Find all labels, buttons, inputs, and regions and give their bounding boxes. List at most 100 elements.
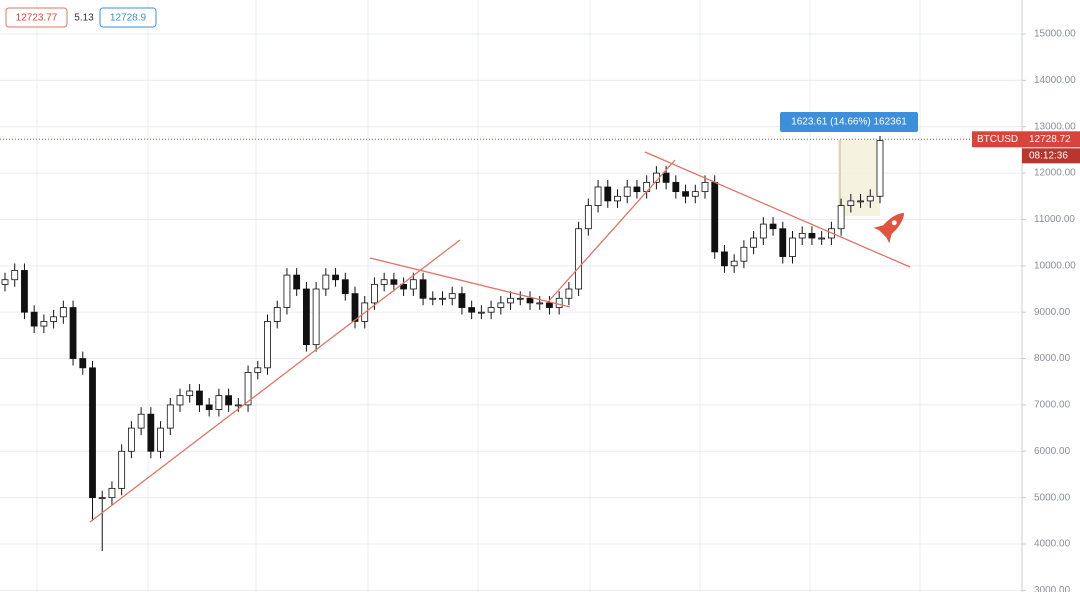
candle-body: [866, 195, 874, 202]
candle-body: [176, 395, 184, 406]
vertical-grid: [36, 0, 921, 592]
candle-body: [584, 205, 592, 230]
candle-body: [11, 270, 19, 281]
countdown-box: [1022, 148, 1080, 164]
candle-body: [614, 195, 621, 202]
candle-body: [390, 279, 398, 285]
candle-body: [322, 274, 330, 290]
candle-body: [69, 307, 77, 359]
candle-body: [818, 237, 826, 240]
y-tick-label: 15000.00: [1034, 29, 1076, 40]
candle-body: [30, 311, 38, 327]
last-price: 12728.72: [1029, 134, 1071, 145]
candle-body: [721, 251, 728, 267]
candle-body: [196, 390, 203, 406]
candle-body: [623, 186, 631, 197]
candle-body: [127, 427, 135, 452]
candle-body: [21, 270, 28, 313]
candle-body: [98, 497, 106, 500]
y-tick-label: 4000.00: [1034, 539, 1071, 550]
candle-body: [536, 302, 544, 305]
candle-body: [808, 232, 816, 239]
candle-body: [419, 279, 427, 299]
candle-body: [166, 404, 174, 429]
y-tick-label: 6000.00: [1034, 446, 1071, 457]
candle-body: [380, 279, 388, 285]
candle-body: [371, 283, 378, 304]
candle-body: [497, 302, 505, 308]
candle-body: [730, 260, 738, 267]
candle-body: [711, 181, 719, 253]
y-tick-label: 13000.00: [1034, 121, 1076, 132]
candle-body: [264, 321, 271, 369]
trend-lines: [89, 151, 911, 523]
candle-body: [283, 274, 291, 308]
candle-body: [205, 404, 213, 410]
measure-tooltip: [780, 112, 918, 132]
candle-body: [157, 427, 164, 452]
y-tick-label: 11000.00: [1034, 214, 1075, 225]
candle-body: [186, 390, 194, 397]
measure-label: 1623.61 (14.66%) 162361: [791, 117, 907, 128]
candle-body: [594, 186, 602, 206]
candle-body: [400, 283, 408, 290]
candle-body: [254, 367, 262, 373]
spread: 5.13: [74, 13, 94, 24]
candle-body: [682, 191, 689, 197]
candle-body: [847, 200, 855, 206]
rocket-icon: [873, 212, 905, 244]
candle-body: [526, 297, 534, 304]
candle-body: [789, 237, 796, 257]
candle-body: [409, 279, 417, 290]
candle-body: [147, 413, 155, 452]
candle-body: [769, 223, 777, 230]
candle-body: [341, 279, 349, 295]
candle-body: [1, 279, 9, 285]
candle-body: [273, 307, 281, 322]
candle-body: [477, 311, 485, 314]
candle-body: [857, 200, 864, 203]
candle-body: [565, 288, 573, 299]
candle-body: [302, 288, 310, 346]
y-tick-label: 10000.00: [1034, 260, 1076, 271]
ask-box: [99, 7, 157, 28]
candle-body: [759, 223, 767, 239]
y-tick-label: 7000.00: [1034, 400, 1071, 411]
bid: 12723.77: [16, 13, 58, 24]
candle-body: [40, 321, 48, 327]
candle-body: [837, 205, 845, 230]
candle-body: [876, 140, 884, 197]
candle-body: [293, 274, 301, 290]
candle-body: [439, 297, 446, 300]
candle-body: [672, 181, 680, 193]
candle-body: [575, 228, 583, 290]
candle-body: [701, 181, 709, 193]
candle-body: [332, 274, 339, 281]
candle-body: [108, 487, 116, 499]
candle-body: [779, 228, 787, 257]
candle-body: [429, 297, 437, 300]
candle-body: [633, 186, 641, 193]
price-box: [972, 131, 1080, 148]
candle-body: [750, 237, 758, 248]
candle-body: [137, 413, 145, 429]
y-tick-label: 9000.00: [1034, 307, 1071, 318]
countdown: 08:12:36: [1029, 150, 1068, 161]
candle-body: [215, 395, 223, 410]
y-tick-label: 5000.00: [1034, 492, 1071, 503]
candle-body: [79, 358, 87, 369]
candle-body: [59, 307, 67, 318]
candle-body: [89, 367, 96, 499]
candle-body: [516, 297, 524, 300]
symbol: BTCUSD: [977, 134, 1018, 145]
y-tick-label: 12000.00: [1034, 168, 1076, 179]
candle-body: [458, 293, 466, 308]
candle-body: [662, 172, 670, 183]
candle-body: [351, 293, 359, 322]
y-tick-label: 8000.00: [1034, 353, 1071, 364]
candle-body: [604, 186, 612, 202]
candle-body: [312, 288, 320, 346]
candle-body: [244, 372, 252, 406]
